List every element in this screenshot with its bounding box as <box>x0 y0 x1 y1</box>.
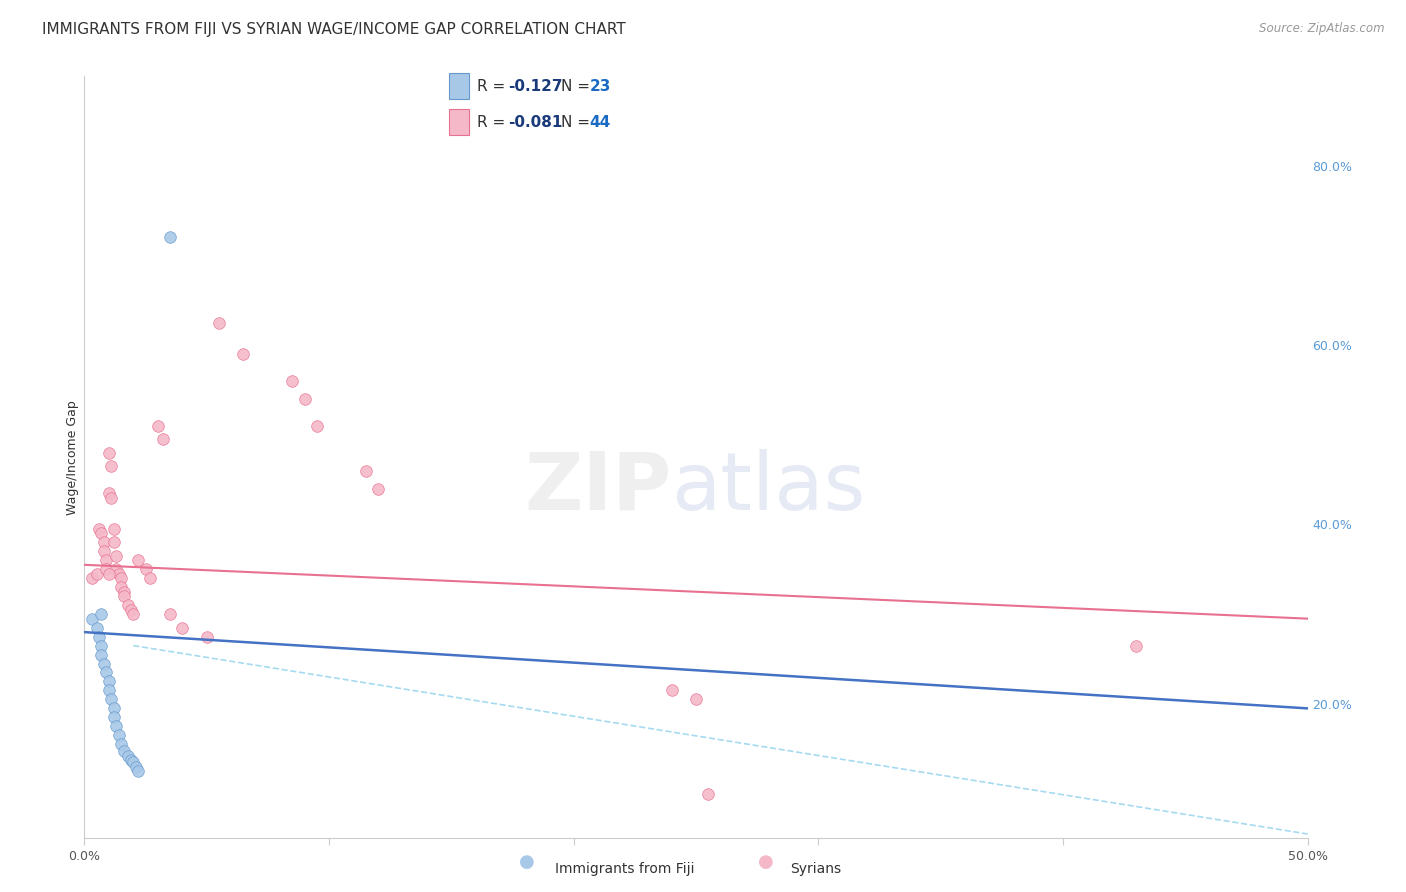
FancyBboxPatch shape <box>449 109 468 136</box>
Text: 44: 44 <box>589 115 610 130</box>
Point <box>152 432 174 446</box>
Point <box>100 459 122 474</box>
Point <box>122 607 145 622</box>
Point <box>661 683 683 698</box>
Point <box>146 418 169 433</box>
Text: R =: R = <box>478 115 510 130</box>
Point <box>120 752 142 766</box>
Point <box>93 544 115 558</box>
Point <box>97 486 120 500</box>
Point <box>97 445 120 459</box>
Point <box>135 562 157 576</box>
Text: Immigrants from Fiji: Immigrants from Fiji <box>555 862 695 876</box>
Point <box>112 584 135 599</box>
Text: ZIP: ZIP <box>524 449 672 526</box>
Text: -0.081: -0.081 <box>508 115 562 130</box>
Point <box>97 683 120 698</box>
Point <box>117 748 139 763</box>
Point <box>96 665 118 680</box>
Point <box>232 347 254 361</box>
Point <box>1125 639 1147 653</box>
Point <box>100 692 122 706</box>
Point <box>90 526 112 541</box>
Point <box>125 760 148 774</box>
Point <box>90 648 112 662</box>
Point <box>97 674 120 689</box>
Text: ●: ● <box>519 854 536 871</box>
Point <box>112 743 135 757</box>
Text: atlas: atlas <box>672 449 866 526</box>
Point <box>87 522 110 536</box>
Point <box>110 580 132 594</box>
Point <box>685 692 707 706</box>
Text: ●: ● <box>758 854 775 871</box>
Point <box>159 607 181 622</box>
Y-axis label: Wage/Income Gap: Wage/Income Gap <box>66 400 79 515</box>
Point <box>172 621 194 635</box>
Point <box>354 464 377 478</box>
Point <box>105 562 128 576</box>
Point <box>208 316 231 330</box>
Point <box>127 553 149 567</box>
Point <box>96 562 118 576</box>
Point <box>112 589 135 603</box>
Text: N =: N = <box>561 115 595 130</box>
Point <box>86 566 108 581</box>
Text: Source: ZipAtlas.com: Source: ZipAtlas.com <box>1260 22 1385 36</box>
Point <box>127 764 149 779</box>
Point <box>139 571 162 585</box>
Text: N =: N = <box>561 79 595 94</box>
Point <box>117 598 139 612</box>
Point <box>107 566 129 581</box>
Point <box>97 566 120 581</box>
Point <box>80 612 103 626</box>
Point <box>103 701 125 715</box>
Text: IMMIGRANTS FROM FIJI VS SYRIAN WAGE/INCOME GAP CORRELATION CHART: IMMIGRANTS FROM FIJI VS SYRIAN WAGE/INCO… <box>42 22 626 37</box>
Point <box>80 571 103 585</box>
FancyBboxPatch shape <box>449 73 468 99</box>
Point <box>110 571 132 585</box>
Point <box>93 657 115 671</box>
Text: -0.127: -0.127 <box>508 79 562 94</box>
Point <box>86 621 108 635</box>
Point <box>195 630 218 644</box>
Text: Syrians: Syrians <box>790 862 841 876</box>
Point <box>281 374 304 388</box>
Point <box>90 607 112 622</box>
Point <box>697 787 720 801</box>
Point <box>87 630 110 644</box>
Point <box>305 418 328 433</box>
Point <box>159 230 181 244</box>
Point <box>110 737 132 751</box>
Point <box>103 522 125 536</box>
Point <box>120 603 142 617</box>
Point <box>367 482 389 496</box>
Point <box>105 549 128 563</box>
Point <box>105 719 128 733</box>
Point <box>103 535 125 549</box>
Text: 23: 23 <box>589 79 612 94</box>
Point <box>103 710 125 724</box>
Text: R =: R = <box>478 79 510 94</box>
Point <box>294 392 316 406</box>
Point <box>90 639 112 653</box>
Point <box>122 755 145 769</box>
Point <box>96 553 118 567</box>
Point <box>107 728 129 742</box>
Point <box>100 491 122 505</box>
Point <box>93 535 115 549</box>
